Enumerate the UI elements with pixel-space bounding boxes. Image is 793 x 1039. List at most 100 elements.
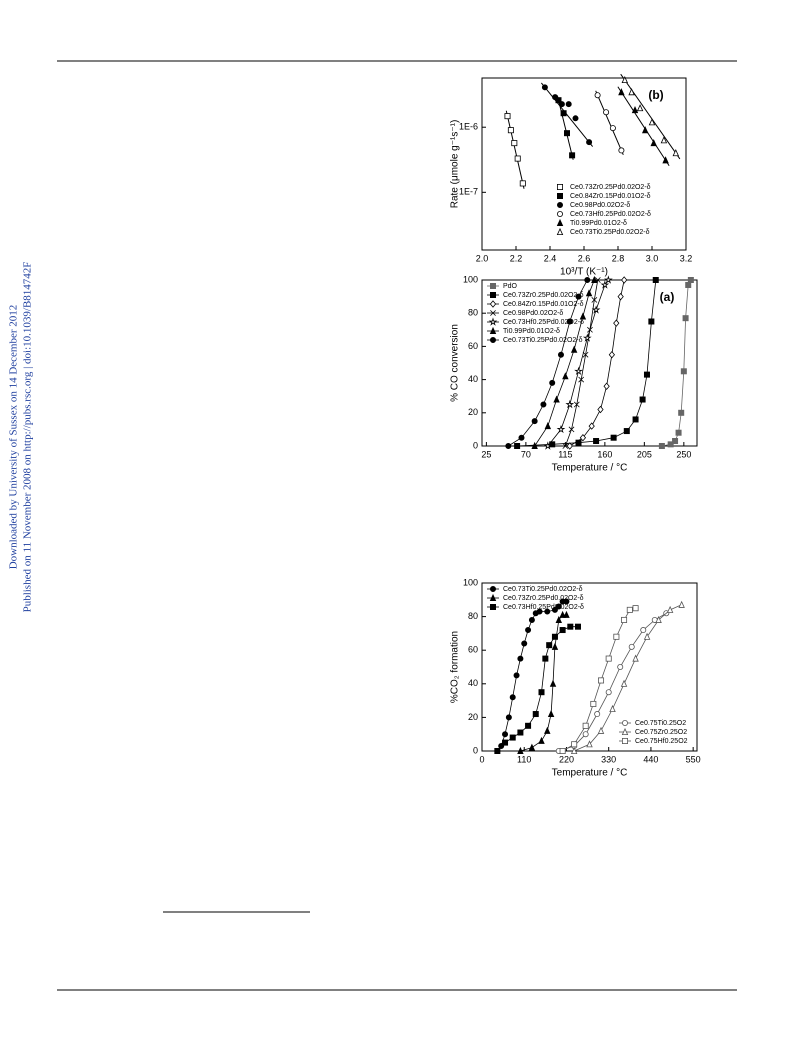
marker: [582, 722, 589, 729]
marker: [509, 694, 516, 701]
legend-label: Ti0.99Pd0.01O2-δ: [503, 328, 560, 335]
marker: [632, 605, 639, 612]
marker: [544, 422, 552, 430]
legend-label: Ce0.98Pd0.02O2-δ: [570, 202, 630, 209]
legend-marker: [488, 317, 498, 326]
marker: [675, 429, 682, 436]
legend-marker: [489, 291, 496, 298]
marker: [582, 333, 592, 342]
marker: [636, 104, 644, 112]
x-tick-label: 115: [558, 449, 572, 459]
chart: 25 70 115 160 205 250 0 20 40 60 80 100 Temperature …: [450, 274, 698, 474]
x-tick-label: 70: [521, 449, 531, 459]
marker: [632, 416, 639, 423]
legend-marker: [556, 227, 564, 236]
marker: [570, 345, 578, 353]
marker: [504, 113, 511, 120]
marker: [538, 689, 545, 696]
marker: [590, 700, 597, 707]
x-tick-label: 550: [686, 754, 701, 764]
marker: [573, 401, 580, 408]
marker: [610, 434, 617, 441]
marker: [655, 615, 662, 623]
y-tick-label: 100: [463, 274, 478, 284]
y-tick-label: 1E-6: [459, 122, 478, 132]
marker: [591, 275, 598, 284]
marker: [643, 371, 650, 378]
legend-marker: [490, 310, 496, 316]
marker: [518, 434, 525, 441]
marker: [600, 280, 610, 289]
marker: [578, 376, 585, 383]
legend-marker: [489, 300, 497, 308]
marker: [652, 276, 659, 283]
marker: [543, 441, 553, 450]
marker: [563, 610, 570, 618]
fit-line: [505, 110, 525, 189]
legend-marker: [621, 727, 629, 735]
marker: [579, 433, 587, 442]
y-tick-label: 0: [473, 745, 478, 755]
marker: [621, 276, 628, 284]
legend-marker: [556, 218, 564, 227]
marker: [585, 289, 593, 297]
legend-marker: [557, 192, 564, 199]
chart: 0 110 220 330 440 550 0 20 40 60 80 100 Temperature …: [450, 577, 701, 778]
marker: [618, 147, 625, 154]
marker: [584, 276, 591, 283]
x-tick-label: 3.0: [646, 253, 659, 263]
marker: [648, 118, 656, 126]
marker: [685, 281, 692, 288]
marker: [660, 136, 668, 144]
marker: [621, 75, 629, 84]
marker: [541, 84, 548, 91]
marker: [542, 655, 549, 662]
x-tick-label: 440: [643, 754, 658, 764]
marker: [574, 623, 581, 630]
marker: [502, 739, 509, 746]
marker: [559, 627, 566, 634]
marker: [682, 315, 689, 322]
marker: [551, 606, 558, 613]
marker: [531, 441, 538, 450]
marker: [639, 396, 646, 403]
legend-label: Ce0.73Hf0.25Pd0.02O2-δ: [503, 604, 584, 611]
marker: [603, 382, 610, 390]
marker: [547, 709, 555, 718]
marker: [538, 736, 545, 744]
x-tick-label: 220: [559, 754, 574, 764]
marker: [609, 704, 616, 712]
y-tick-label: 20: [468, 712, 478, 722]
marker: [650, 139, 657, 147]
chart: 2.0 2.2 2.4 2.6 2.8 3.0 3.2 1E-7 1E-6 10³/T (K⁻¹)…: [450, 73, 692, 278]
marker: [680, 368, 687, 375]
legend-marker: [622, 720, 629, 727]
y-axis-label: Rate (μmole g⁻¹s⁻¹): [450, 120, 461, 209]
marker: [605, 689, 612, 696]
marker: [517, 746, 524, 754]
legend-label: Ce0.73Hf0.25Pd0.02O2-δ: [503, 319, 584, 326]
series-line: [565, 279, 599, 447]
x-tick-label: 0: [479, 754, 484, 764]
marker: [551, 642, 559, 650]
download-note: Downloaded by University of Sussex on 14…: [8, 305, 20, 570]
series-line: [534, 279, 595, 447]
legend-marker: [489, 282, 496, 289]
y-tick-label: 60: [468, 341, 478, 351]
marker: [603, 109, 610, 116]
fit-line: [595, 90, 624, 156]
marker: [517, 729, 524, 736]
marker: [591, 305, 601, 314]
y-tick-label: 0: [473, 440, 478, 450]
marker: [525, 627, 532, 634]
x-axis-label: Temperature / °C: [552, 768, 628, 779]
marker: [540, 401, 547, 408]
marker: [553, 395, 560, 403]
marker: [579, 312, 587, 320]
marker: [513, 672, 520, 679]
marker: [631, 106, 639, 114]
x-tick-label: 2.6: [578, 253, 591, 263]
x-tick-label: 330: [601, 754, 616, 764]
